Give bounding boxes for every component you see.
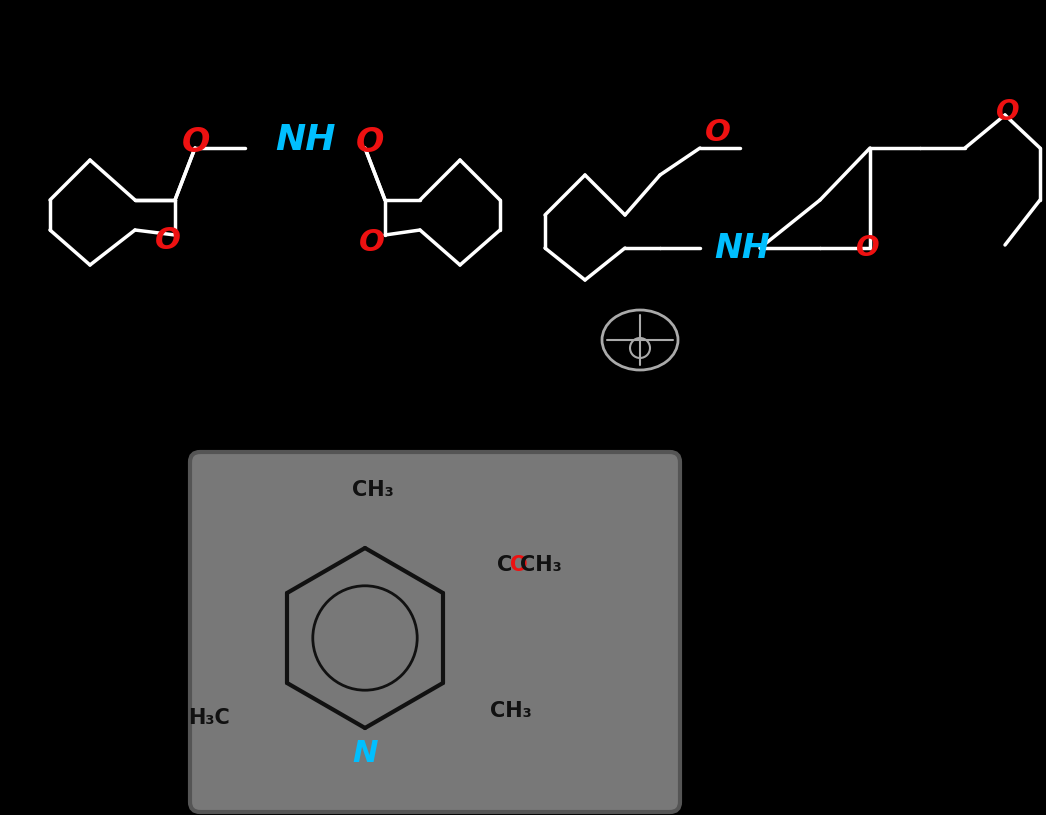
Text: C: C bbox=[497, 555, 513, 575]
Text: O: O bbox=[510, 555, 528, 575]
Text: O: O bbox=[857, 234, 880, 262]
Text: N: N bbox=[353, 738, 378, 768]
Text: O: O bbox=[359, 227, 385, 257]
Text: NH: NH bbox=[275, 123, 336, 157]
Text: O: O bbox=[182, 126, 210, 158]
Text: CH₃: CH₃ bbox=[491, 701, 531, 721]
Text: O: O bbox=[356, 126, 384, 158]
Text: O: O bbox=[155, 226, 181, 254]
Text: CH₃: CH₃ bbox=[353, 480, 394, 500]
Text: H₃C: H₃C bbox=[188, 708, 230, 728]
FancyBboxPatch shape bbox=[190, 452, 680, 812]
Text: O: O bbox=[996, 98, 1020, 126]
Text: O: O bbox=[705, 117, 731, 147]
Text: NH: NH bbox=[714, 231, 770, 265]
Text: CH₃: CH₃ bbox=[520, 555, 562, 575]
